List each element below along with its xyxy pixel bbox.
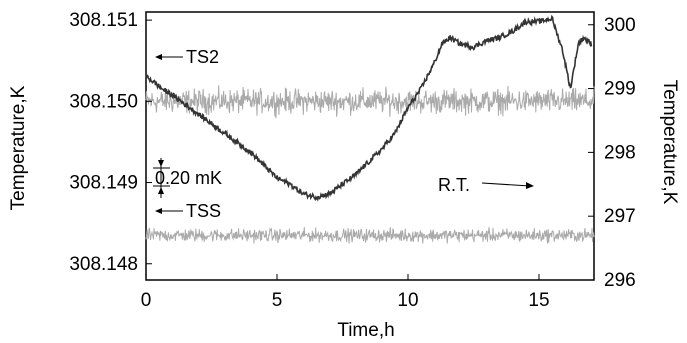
series-ts2 bbox=[145, 85, 595, 119]
annotation-tss-label: TSS bbox=[186, 201, 221, 221]
annotation-scale-arrow-top bbox=[158, 160, 164, 167]
annotation-rt-label: R.T. bbox=[438, 175, 470, 195]
x-tick-label: 5 bbox=[272, 290, 283, 311]
series-tss bbox=[145, 227, 595, 244]
annotation-rt-arrowhead bbox=[526, 182, 534, 189]
annotation-rt: R.T. bbox=[438, 175, 534, 195]
plot-frame bbox=[145, 11, 595, 281]
annotation-ts2-arrowhead bbox=[155, 54, 162, 60]
y-right-tick-label: 300 bbox=[604, 15, 636, 36]
annotation-scale-arrow-bottom bbox=[158, 187, 164, 194]
y-right-tick-label: 297 bbox=[604, 206, 636, 227]
y-axis-left: 308.148 308.149 308.150 308.151 bbox=[69, 10, 152, 275]
y-left-tick-label: 308.150 bbox=[69, 91, 138, 112]
x-tick-label: 0 bbox=[141, 290, 152, 311]
annotation-scale: 0.20 mK bbox=[153, 158, 222, 198]
annotation-scale-label: 0.20 mK bbox=[155, 168, 222, 188]
y-right-tick-label: 296 bbox=[604, 270, 636, 291]
x-tick-label: 15 bbox=[528, 290, 549, 311]
y-right-tick-label: 298 bbox=[604, 142, 636, 163]
series-rt bbox=[145, 14, 593, 202]
series-line-tss bbox=[145, 227, 595, 244]
y-axis-right: 296 297 298 299 300 bbox=[588, 15, 636, 291]
annotation-ts2: TS2 bbox=[155, 47, 219, 67]
annotation-tss-arrowhead bbox=[155, 208, 162, 214]
y-left-tick-label: 308.149 bbox=[69, 173, 138, 194]
series-line-rt bbox=[145, 14, 593, 202]
x-axis: 0 5 10 15 bbox=[141, 274, 550, 311]
annotation-tss: TSS bbox=[155, 201, 221, 221]
y-left-tick-label: 308.148 bbox=[69, 254, 138, 275]
x-axis-title: Time,h bbox=[337, 320, 394, 341]
annotation-ts2-label: TS2 bbox=[186, 47, 219, 67]
y-left-tick-label: 308.151 bbox=[69, 10, 138, 31]
y-axis-left-title: Temperature,K bbox=[8, 85, 29, 210]
annotation-rt-arrow bbox=[481, 182, 531, 187]
x-tick-label: 10 bbox=[397, 290, 418, 311]
y-right-tick-label: 299 bbox=[604, 79, 636, 100]
series-line-ts2 bbox=[145, 85, 595, 119]
y-axis-right-title: Temperature,K bbox=[659, 80, 680, 205]
